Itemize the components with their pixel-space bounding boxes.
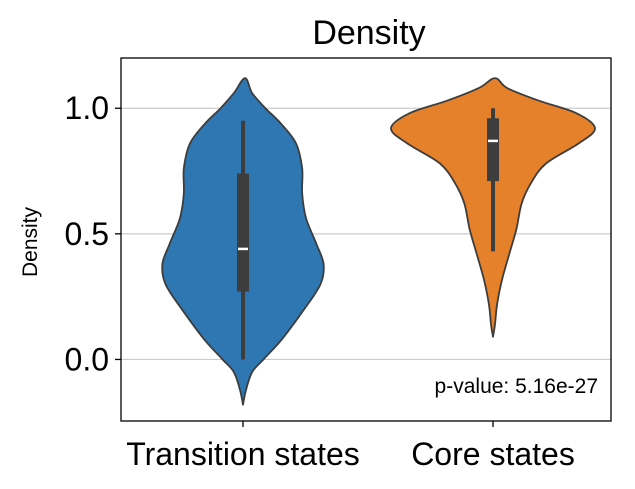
x-tick-label-0: Transition states bbox=[126, 436, 360, 472]
plot-frame bbox=[120, 57, 612, 422]
violins bbox=[161, 77, 596, 406]
y-tick-label-0: 0.0 bbox=[65, 341, 109, 377]
violin-iqr-box-1 bbox=[487, 118, 499, 182]
x-tick-label-1: Core states bbox=[411, 436, 575, 472]
axis-ticks: 0.0 0.5 1.0 Transition states Core states bbox=[65, 90, 575, 472]
y-tick-label-1: 0.5 bbox=[65, 216, 109, 252]
p-value-annotation: p-value: 5.16e-27 bbox=[435, 375, 598, 398]
violin-iqr-box-0 bbox=[237, 173, 249, 292]
chart-title: Density bbox=[312, 14, 425, 52]
y-axis-label: Density bbox=[19, 206, 42, 277]
y-tick-label-2: 1.0 bbox=[65, 90, 109, 126]
